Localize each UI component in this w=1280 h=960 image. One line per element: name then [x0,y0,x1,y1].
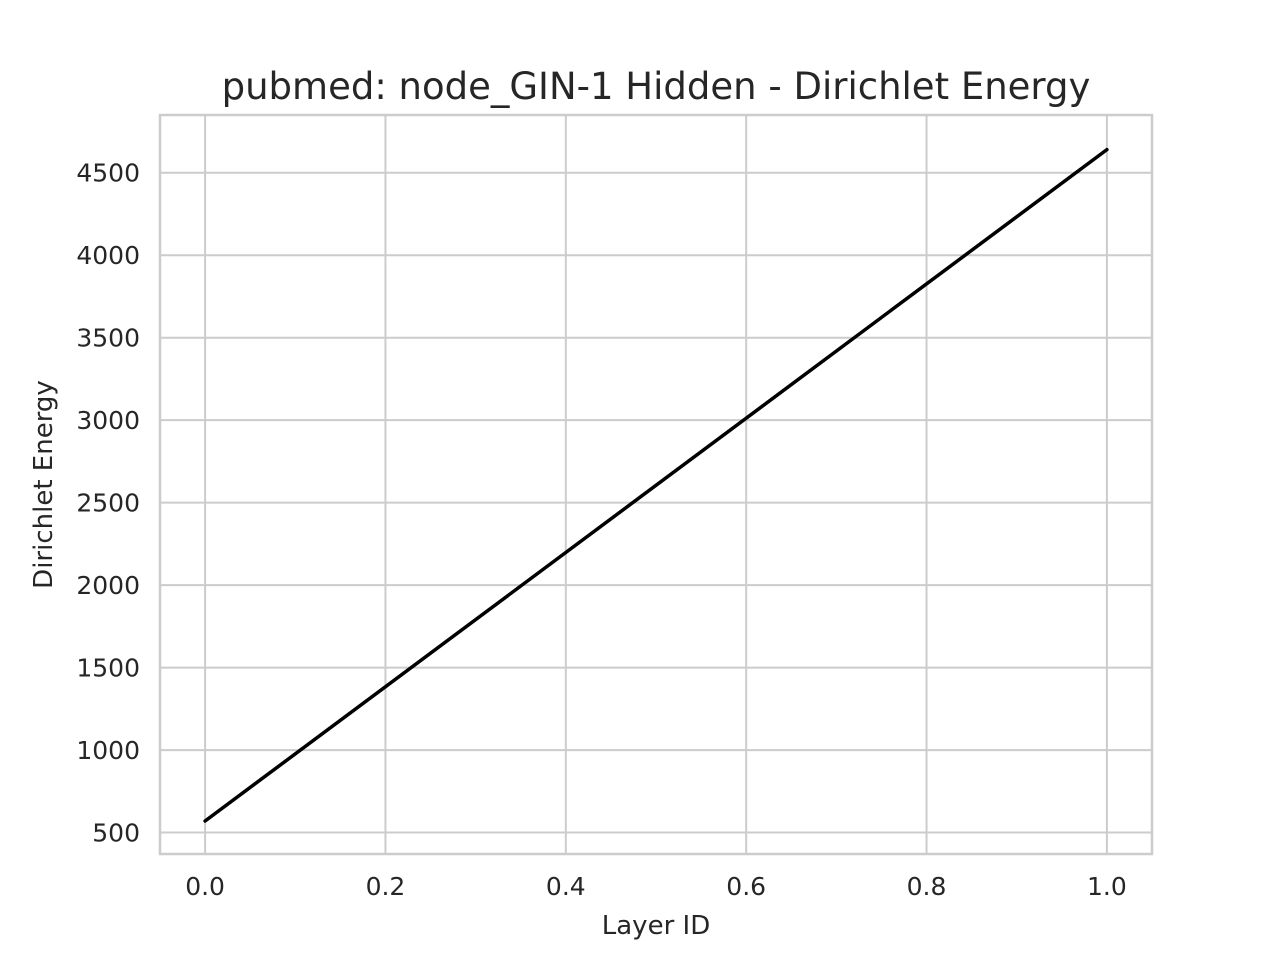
y-tick-label: 3500 [76,324,140,353]
x-tick-label: 0.2 [366,872,406,901]
y-tick-label: 1500 [76,654,140,683]
y-tick-label: 1000 [76,736,140,765]
y-tick-label: 2500 [76,489,140,518]
y-tick-labels: 500 1000 1500 2000 2500 3000 3500 4000 4500 [76,159,140,848]
series-layer [203,147,1109,823]
x-tick-label: 1.0 [1087,872,1127,901]
grid-lines [160,115,1152,854]
y-axis-label: Dirichlet Energy [29,380,59,589]
x-tick-label: 0.0 [185,872,225,901]
y-tick-label: 4000 [76,241,140,270]
series-line [203,147,1109,823]
x-tick-label: 0.6 [726,872,766,901]
y-tick-label: 4500 [76,159,140,188]
x-tick-label: 0.8 [907,872,947,901]
plot-frame [158,113,1154,856]
x-axis-label: Layer ID [602,911,710,941]
y-tick-label: 2000 [76,571,140,600]
chart-title: pubmed: node_GIN-1 Hidden - Dirichlet En… [222,65,1091,108]
x-tick-labels: 0.0 0.2 0.4 0.6 0.8 1.0 [185,872,1127,901]
x-tick-label: 0.4 [546,872,586,901]
y-tick-label: 3000 [76,406,140,435]
y-tick-label: 500 [92,819,140,848]
